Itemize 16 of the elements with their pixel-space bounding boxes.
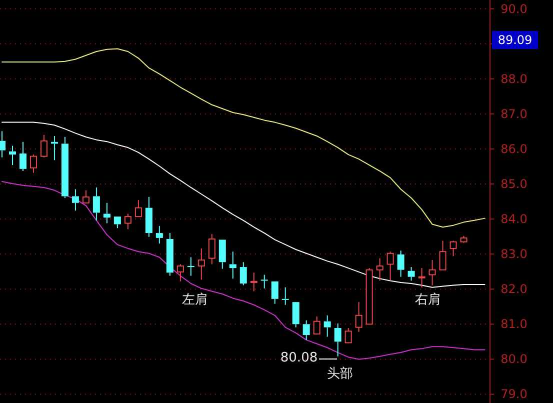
text: 89.09	[498, 33, 532, 47]
y-tick-label: 88.0	[500, 72, 528, 86]
annotation: 右肩	[415, 292, 441, 308]
y-tick-label: 86.0	[500, 142, 528, 156]
y-tick-label: 81.0	[500, 317, 528, 332]
y-tick-label: 85.0	[500, 176, 528, 191]
y-tick-label: 84.0	[500, 212, 528, 226]
y-tick-label: 90.0	[500, 2, 528, 16]
annotation: 头部	[327, 366, 353, 382]
y-tick-label: 80.0	[500, 352, 528, 366]
annotation: 80.08	[280, 350, 318, 366]
annotation: 左肩	[182, 292, 208, 308]
y-tick-label: 87.0	[500, 106, 528, 121]
y-tick-label: 82.0	[500, 282, 528, 296]
y-tick-label: 79.0	[500, 387, 528, 402]
y-tick-label: 83.0	[500, 247, 528, 262]
